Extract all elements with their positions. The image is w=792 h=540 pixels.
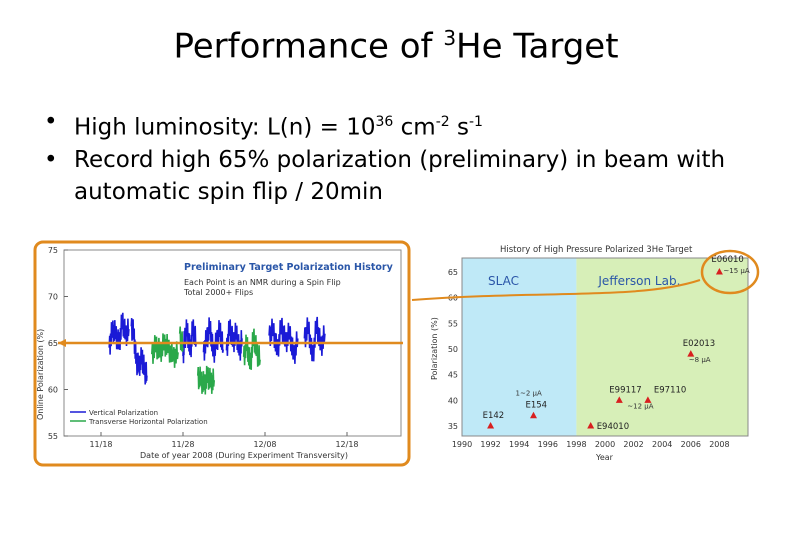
right-point-label: E154 (526, 401, 548, 411)
right-point-current: 1~2 μA (516, 390, 542, 398)
right-point-marker (687, 350, 695, 357)
left-ytick-label: 75 (48, 246, 58, 255)
left-ytick-label: 55 (48, 432, 58, 441)
left-series-line-0 (202, 317, 224, 363)
left-ytick-label: 65 (48, 339, 58, 348)
right-ytick-label: 45 (448, 371, 458, 380)
right-point-current: ~8 μA (689, 356, 711, 364)
right-point-marker (487, 422, 495, 429)
left-chart-title: Preliminary Target Polarization History (184, 262, 394, 273)
left-series-line-0 (108, 312, 130, 355)
right-ytick-label: 40 (448, 396, 458, 405)
right-chart-title: History of High Pressure Polarized 3He T… (500, 245, 693, 255)
left-series-line-0 (225, 319, 243, 361)
right-chart-ylabel: Polarization (%) (430, 317, 439, 380)
right-xtick-label: 1998 (566, 440, 586, 449)
left-xtick-label: 11/28 (171, 440, 194, 449)
right-region-label: Jefferson Lab. (597, 274, 680, 288)
right-ytick-label: 50 (448, 345, 458, 354)
right-chart: History of High Pressure Polarized 3He T… (430, 245, 750, 462)
right-region-label: SLAC (488, 274, 519, 288)
bullet-luminosity: High luminosity: L(n) = 1036 cm-2 s-1 (44, 106, 784, 144)
highlight-connector-curve (411, 279, 701, 301)
right-point-marker (715, 268, 723, 275)
left-series-line-0 (130, 318, 148, 385)
right-point-label: E94010 (597, 422, 629, 432)
bullet-list: High luminosity: L(n) = 1036 cm-2 s-1 Re… (44, 106, 784, 208)
left-chart-subtitle-2: Total 2000+ Flips (183, 288, 253, 297)
right-xtick-label: 1992 (480, 440, 500, 449)
right-ytick-label: 35 (448, 422, 458, 431)
right-region-0 (462, 258, 577, 436)
bullet-polarization: Record high 65% polarization (preliminar… (44, 144, 784, 208)
legend-label-vertical: Vertical Polarization (89, 409, 158, 417)
left-ytick-label: 70 (48, 293, 58, 302)
legend-label-transverse: Transverse Horizontal Polarization (88, 418, 208, 426)
right-point-marker (587, 422, 595, 429)
record-highlight-ellipse (700, 249, 760, 295)
right-ytick-label: 55 (448, 319, 458, 328)
left-series-line-1 (242, 328, 261, 370)
right-xtick-label: 2006 (681, 440, 701, 449)
right-point-current: ~15 μA (723, 267, 749, 275)
right-point-marker (530, 411, 537, 419)
right-point-label: E02013 (683, 339, 715, 349)
right-point-label: E06010 (711, 255, 743, 265)
right-point-label: E99117 (609, 385, 641, 395)
right-point-label: E97110 (654, 385, 686, 395)
right-xtick-label: 1994 (509, 440, 529, 449)
right-ytick-label: 65 (448, 268, 458, 277)
right-xtick-label: 2000 (595, 440, 615, 449)
left-reference-arrow (58, 339, 66, 347)
left-xtick-label: 12/18 (335, 440, 358, 449)
right-xtick-label: 2008 (709, 440, 729, 449)
right-plot-frame (461, 257, 749, 437)
left-chart: Preliminary Target Polarization History … (36, 246, 403, 460)
left-xtick-label: 12/08 (253, 440, 276, 449)
left-chart-xlabel: Date of year 2008 (During Experiment Tra… (140, 451, 348, 460)
right-xtick-label: 2004 (652, 440, 672, 449)
right-xtick-label: 1996 (538, 440, 558, 449)
right-xtick-label: 2002 (623, 440, 643, 449)
right-point-current: ~12 μA (627, 402, 653, 410)
left-xtick-label: 11/18 (89, 440, 112, 449)
left-ytick-label: 60 (48, 386, 58, 395)
left-chart-ylabel: Online Polarization (%) (36, 329, 45, 420)
right-point-label: E142 (483, 411, 505, 421)
right-point-marker (615, 396, 623, 403)
left-series-line-1 (197, 365, 215, 395)
right-xtick-label: 1990 (452, 440, 472, 449)
slide-title: Performance of 3He Target (173, 26, 619, 67)
left-series-line-0 (268, 317, 299, 364)
left-chart-subtitle-1: Each Point is an NMR during a Spin Flip (184, 278, 341, 287)
right-chart-xlabel: Year (595, 453, 614, 462)
right-point-marker (644, 396, 652, 403)
